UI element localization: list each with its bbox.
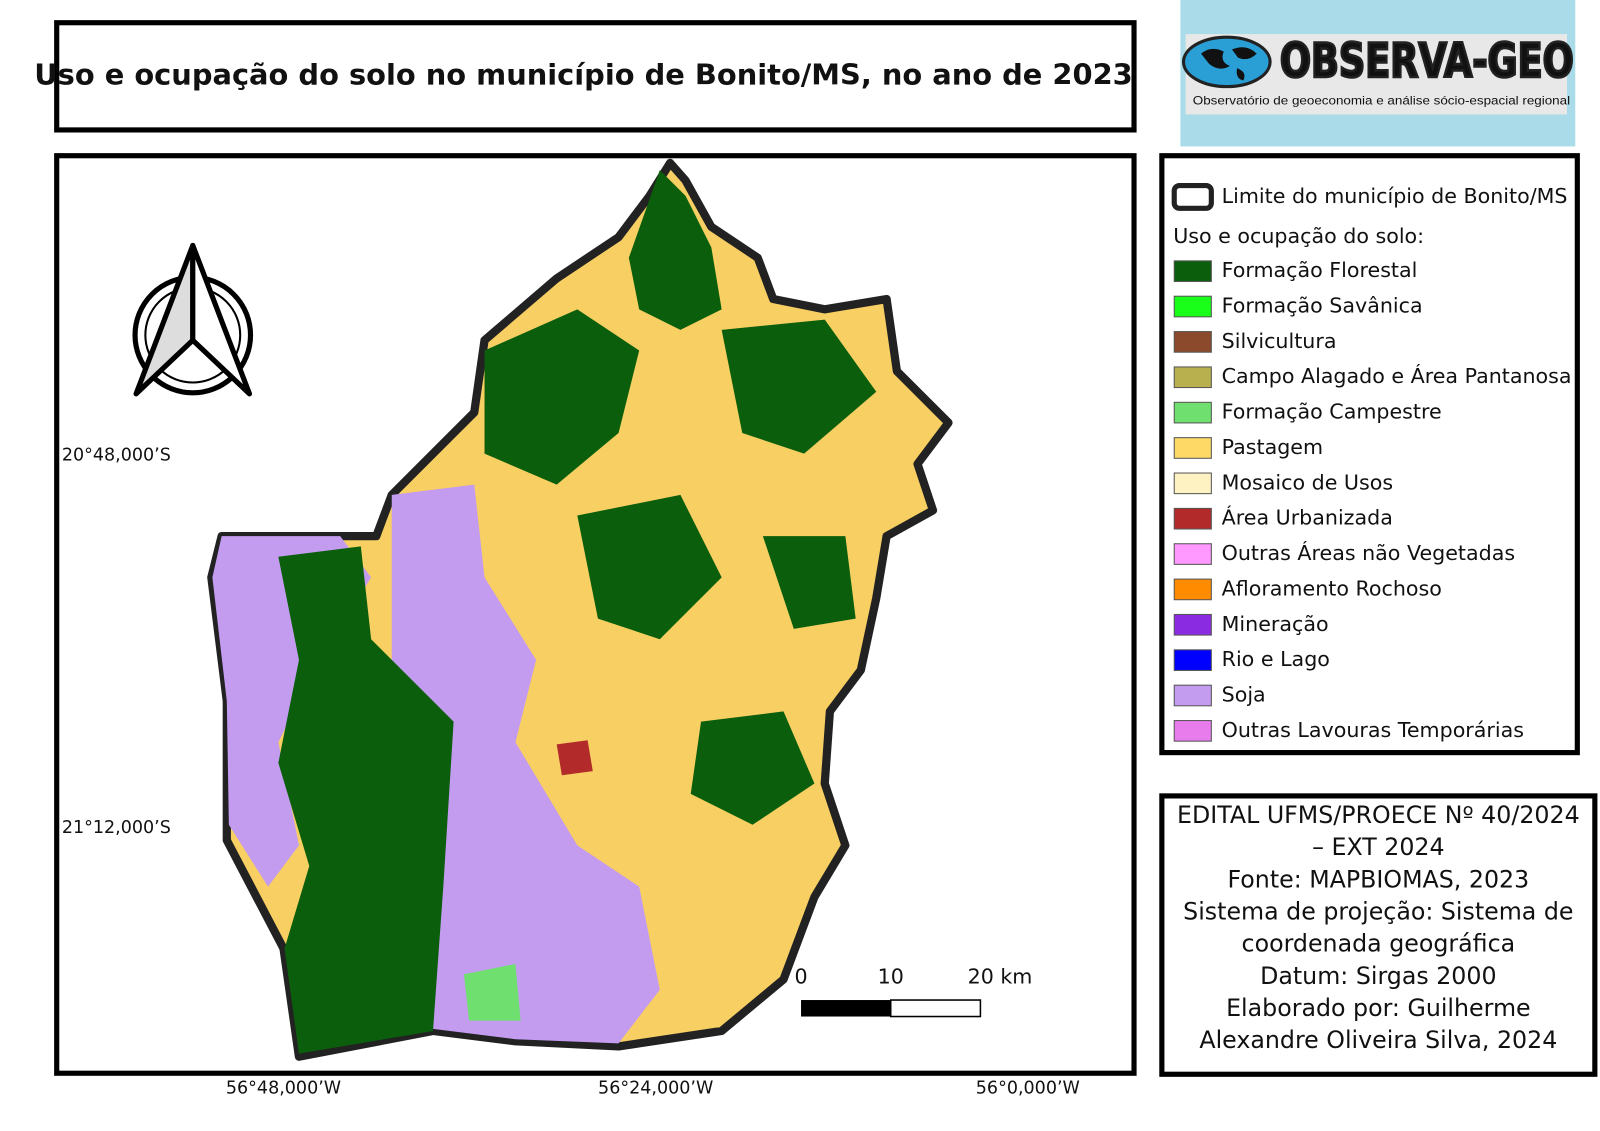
legend-swatch — [1173, 543, 1212, 565]
legend-swatch — [1173, 331, 1212, 353]
longitude-label: 56°0,000’W — [976, 1079, 1080, 1099]
legend-swatch — [1173, 613, 1212, 636]
forest-patch — [690, 711, 815, 825]
legend-swatch — [1173, 472, 1212, 495]
legend-label: Soja — [1222, 683, 1266, 707]
legend-swatch — [1173, 401, 1212, 424]
legend-swatch — [1173, 295, 1212, 318]
title-box — [54, 20, 1137, 133]
legend-label: Rio e Lago — [1222, 647, 1330, 671]
grassland-patch — [463, 963, 521, 1021]
boundary-swatch — [1171, 183, 1214, 211]
info-line: coordenada geográfica — [1242, 930, 1516, 958]
urban-area — [556, 740, 593, 776]
map-frame — [54, 153, 1137, 1076]
info-box — [1159, 793, 1598, 1077]
latitude-label: 21°12,000’S — [62, 818, 171, 838]
forest-patch — [484, 309, 640, 485]
logo-subtitle: Observatório de geoeconomia e análise só… — [1193, 93, 1570, 107]
scale-bar-white — [889, 999, 982, 1018]
forest-patch — [762, 536, 856, 629]
longitude-label: 56°48,000’W — [226, 1079, 341, 1099]
forest-west — [278, 546, 454, 1054]
legend-swatch — [1173, 684, 1212, 707]
forest-north — [628, 170, 722, 330]
info-line: EDITAL UFMS/PROECE Nº 40/2024 — [1177, 801, 1580, 829]
logo-continents — [1201, 47, 1257, 81]
legend-box — [1159, 153, 1580, 756]
legend-heading: Uso e ocupação do solo: — [1173, 224, 1424, 248]
legend-label: Área Urbanizada — [1222, 505, 1393, 530]
legend-swatch — [1173, 260, 1212, 282]
info-line: Sistema de projeção: Sistema de — [1183, 898, 1573, 926]
legend-label: Outras Áreas não Vegetadas — [1222, 540, 1515, 565]
legend-label: Mineração — [1222, 612, 1329, 636]
legend-swatch — [1173, 720, 1212, 742]
legend-label: Formação Savânica — [1222, 294, 1423, 318]
legend-label: Formação Campestre — [1222, 400, 1442, 424]
scale-label: 10 — [878, 964, 904, 988]
scale-bar-black — [801, 1000, 891, 1017]
info-line: – EXT 2024 — [1312, 833, 1445, 861]
legend-label: Outras Lavouras Temporárias — [1222, 718, 1524, 742]
scale-label: 0 — [794, 964, 807, 988]
legend-swatch — [1173, 437, 1212, 459]
info-line: Alexandre Oliveira Silva, 2024 — [1199, 1026, 1557, 1054]
legend-label: Campo Alagado e Área Pantanosa — [1222, 363, 1572, 388]
logo-globe — [1181, 35, 1272, 89]
soy-area — [391, 484, 660, 1044]
legend-label: Afloramento Rochoso — [1222, 576, 1442, 600]
north-arrow — [132, 242, 254, 397]
latitude-label: 20°48,000’S — [62, 446, 171, 466]
legend-swatch — [1173, 578, 1212, 601]
info-line: Fonte: MAPBIOMAS, 2023 — [1228, 865, 1530, 893]
legend-label: Silvicultura — [1222, 329, 1337, 353]
municipality-map — [207, 158, 953, 1061]
legend-swatch — [1173, 649, 1212, 671]
forest-patch — [577, 494, 722, 640]
forest-patch — [721, 319, 877, 454]
info-line: Elaborado por: Guilherme — [1226, 994, 1531, 1022]
legend-swatch — [1173, 366, 1212, 389]
title: Uso e ocupação do solo no município de B… — [34, 57, 1133, 91]
longitude-label: 56°24,000’W — [598, 1079, 713, 1099]
legend-label: Formação Florestal — [1222, 258, 1418, 282]
legend-label: Mosaico de Usos — [1222, 470, 1393, 494]
scale-label: 20 km — [968, 964, 1033, 988]
legend-swatch — [1173, 507, 1212, 530]
legend-label: Pastagem — [1222, 435, 1323, 459]
logo-name: OBSERVA-GEO — [1280, 34, 1574, 89]
info-line: Datum: Sirgas 2000 — [1260, 962, 1496, 990]
legend-boundary: Limite do município de Bonito/MS — [1222, 184, 1568, 208]
